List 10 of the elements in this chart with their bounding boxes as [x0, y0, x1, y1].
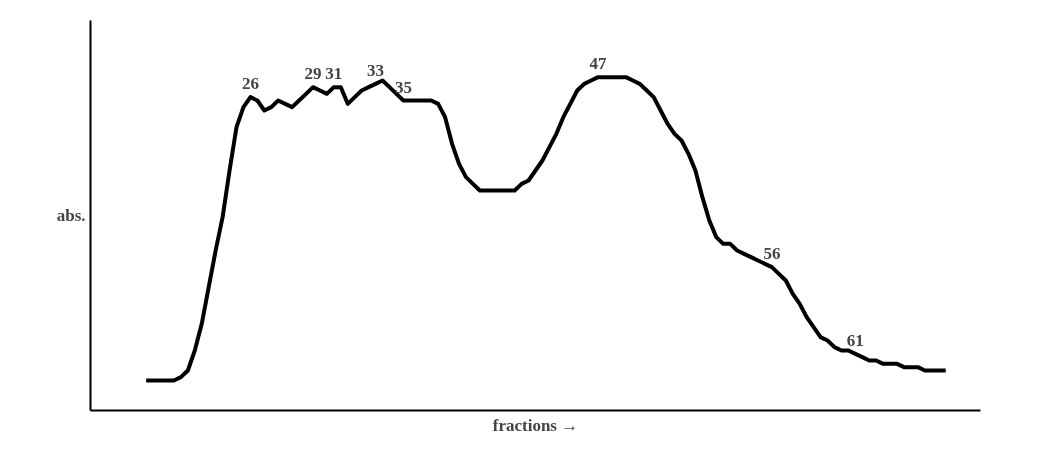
annotation: 61	[846, 330, 864, 350]
annotation: 29	[304, 64, 322, 84]
annotation: 31	[325, 64, 343, 84]
annotation: 33	[367, 60, 385, 80]
annotation: 35	[394, 77, 412, 97]
x-axis-title: fractions →	[492, 415, 579, 435]
annotation: 47	[589, 54, 608, 74]
y-axis-title: abs.	[56, 206, 86, 225]
annotation: 26	[241, 74, 259, 94]
annotation: 56	[763, 244, 781, 264]
